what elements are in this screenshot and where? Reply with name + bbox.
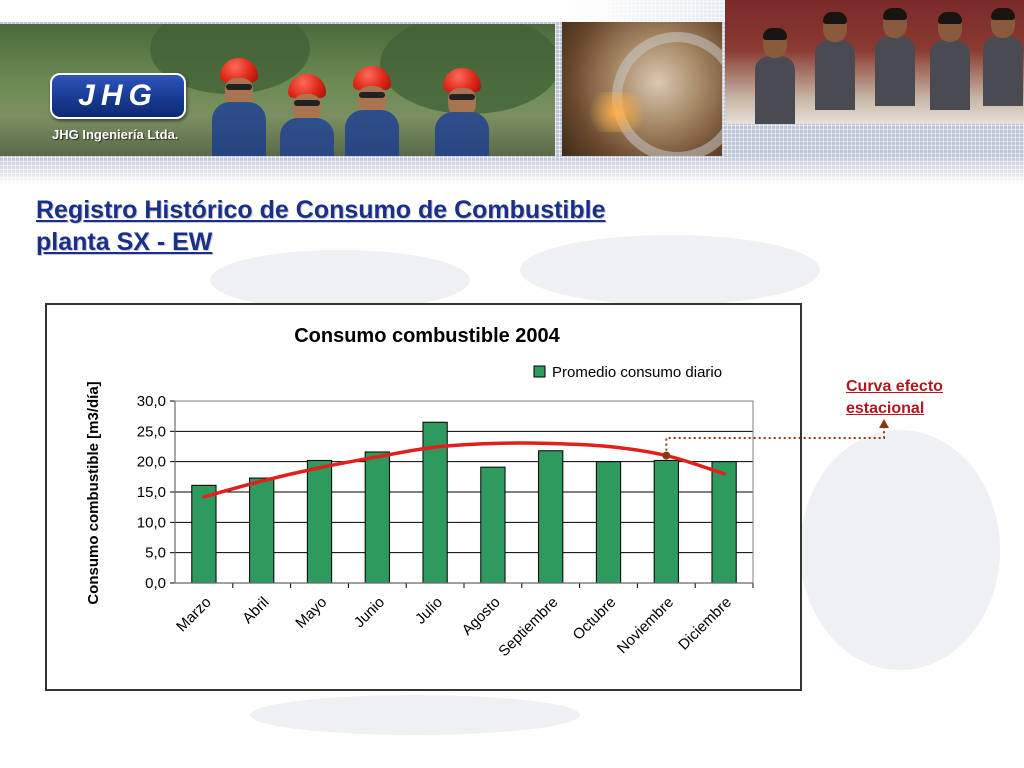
x-tick-label: Septiembre (495, 594, 561, 660)
bar (711, 461, 737, 584)
banner-bottom-fade (0, 155, 1024, 185)
bar (191, 484, 217, 584)
y-tick-label: 30,0 (137, 393, 166, 410)
world-map-decoration (250, 695, 580, 735)
y-tick-label: 15,0 (137, 484, 166, 501)
chart-frame: Consumo combustible 2004 Consumo combust… (45, 303, 802, 691)
bar (306, 459, 333, 584)
bar (653, 459, 679, 584)
x-tick-label: Octubre (570, 594, 620, 644)
chart-title: Consumo combustible 2004 (294, 325, 560, 347)
x-tick-label: Agosto (459, 594, 504, 639)
y-tick-label: 10,0 (137, 514, 166, 531)
x-tick-label: Junio (351, 594, 388, 631)
y-tick-label: 0,0 (145, 575, 166, 592)
legend-swatch (533, 365, 546, 378)
world-map-decoration (520, 235, 820, 305)
x-tick-label: Noviembre (614, 594, 677, 657)
company-logo: JHG (50, 73, 186, 119)
meeting-photo (725, 0, 1024, 124)
y-tick-label: 5,0 (145, 545, 166, 562)
world-map-decoration (800, 430, 1000, 670)
header-banner: JHG JHG Ingeniería Ltda. (0, 0, 1024, 185)
x-tick-label: Mayo (292, 594, 330, 632)
y-tick-label: 20,0 (137, 454, 166, 471)
y-tick-label: 25,0 (137, 423, 166, 440)
x-tick-label: Abril (239, 594, 272, 627)
slide-title: Registro Histórico de Consumo de Combust… (36, 194, 836, 258)
seasonal-curve-annotation: Curva efecto estacional (846, 376, 986, 420)
bar (538, 450, 564, 584)
world-map-decoration (210, 250, 470, 310)
company-name: JHG Ingeniería Ltda. (52, 127, 179, 142)
x-tick-label: Marzo (173, 594, 214, 635)
bar-chart: Consumo combustible 2004 Consumo combust… (85, 325, 754, 660)
bar (364, 451, 390, 584)
bar (595, 461, 622, 584)
annotation-line-2: estacional (846, 400, 925, 417)
seasonal-trend-line (202, 441, 726, 499)
machinery-photo (562, 22, 722, 156)
slide-title-line-2: planta SX - EW (36, 228, 213, 256)
bar (480, 466, 506, 584)
y-axis-label: Consumo combustible [m3/día] (85, 381, 102, 604)
connector-arrowhead (879, 419, 889, 428)
slide-title-line-1: Registro Histórico de Consumo de Combust… (36, 196, 606, 224)
x-tick-label: Julio (412, 594, 446, 628)
x-tick-label: Diciembre (675, 594, 735, 654)
bar (249, 477, 275, 584)
legend-label: Promedio consumo diario (552, 364, 722, 381)
annotation-line-1: Curva efecto (846, 378, 943, 395)
plot-area-border (174, 400, 754, 584)
